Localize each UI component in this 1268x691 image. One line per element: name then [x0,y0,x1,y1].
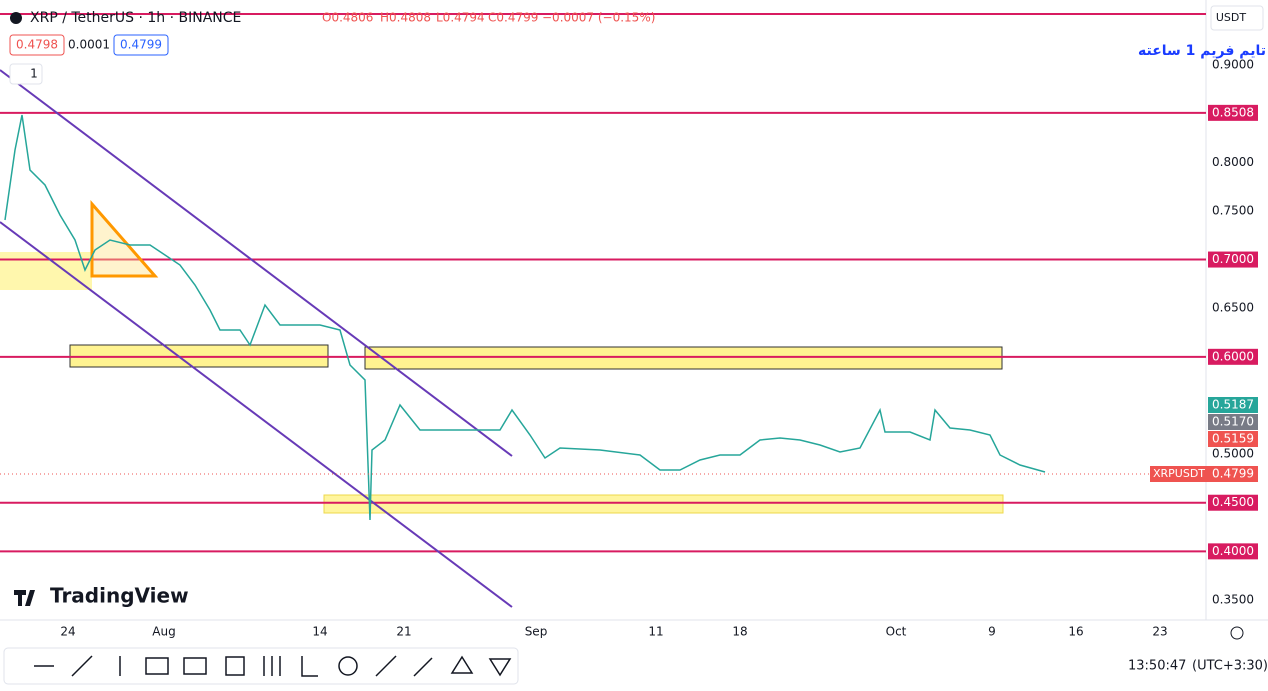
logo: TradingView [50,584,189,608]
ohlc-open: O0.4806 [322,11,373,25]
ohlc-change: −0.0007 (−0.15%) [542,11,655,25]
price-label: 0.7000 [1212,252,1254,266]
indicator-count[interactable]: 1 [30,67,38,81]
last-price-bg [1208,466,1258,482]
level-badge [1208,494,1258,511]
badge-text: 0.5187 [1212,398,1254,412]
time-label: Sep [525,625,548,639]
badge [1208,414,1258,430]
zone [323,494,1004,514]
price-label: 0.8000 [1212,155,1254,169]
last-price: 0.4799 [1212,467,1254,481]
level-badge [1208,543,1258,560]
price-label: 0.5000 [1212,447,1254,461]
drawing-toolbar [3,647,519,685]
time-label: 21 [396,625,411,639]
time-label: 9 [988,625,996,639]
ohlc-close: C0.4799 [488,11,538,25]
zone [364,346,1003,370]
badge-text: 0.5159 [1212,432,1254,446]
title: تحلیل ریپل | قسمت پنجم | 21 مهر 1402 | ت… [1138,43,1268,59]
time-label: Aug [152,625,175,639]
last-symbol-bg [1150,466,1208,482]
indicator-toggle[interactable] [9,63,43,85]
channel-line [0,221,513,608]
spread: 0.0001 [68,38,110,52]
currency[interactable]: USDT [1216,11,1247,24]
price-label: 0.6000 [1212,349,1254,363]
price-label: 0.4000 [1212,544,1254,558]
time-label: 18 [732,625,747,639]
tool-icons [34,655,512,677]
timezone: (UTC+3:30) [1192,659,1268,674]
zone [0,252,92,290]
price-label: 0.8508 [1212,105,1254,119]
time-label: 24 [60,625,75,639]
time-label: 16 [1068,625,1083,639]
ask[interactable]: 0.4799 [120,38,162,52]
price-label: 0.6500 [1212,301,1254,315]
time-label: Oct [886,625,907,639]
logo-icon [14,590,35,606]
triangle [90,200,159,278]
ohlc-high: H0.4808 [380,11,431,25]
price-label: 0.7500 [1212,203,1254,217]
level-badge [1208,348,1258,365]
time-label: 23 [1152,625,1167,639]
level-badge [1208,251,1258,268]
price-path [4,114,1046,521]
badge [1208,431,1258,447]
time-label: 14 [312,625,327,639]
badge [1208,397,1258,413]
price-label: 0.4500 [1212,495,1254,509]
channel-line [0,69,513,457]
zones [0,252,1004,514]
level-badge [1208,104,1258,121]
currency-button[interactable] [1210,5,1264,31]
bid-box[interactable] [9,34,65,56]
price-label: 0.9000 [1212,58,1254,72]
symbol: XRP / TetherUS · 1h · BINANCE [30,10,241,26]
settings[interactable] [1230,626,1244,640]
ohlc-low: L0.4794 [436,11,485,25]
price-label: 0.3500 [1212,593,1254,607]
last-symbol: XRPUSDT [1153,467,1205,480]
bid[interactable]: 0.4798 [16,38,58,52]
clock: 13:50:47 [1128,659,1186,674]
time-label: 11 [648,625,663,639]
badge-text: 0.5170 [1212,415,1254,429]
ask-box[interactable] [113,34,169,56]
symbol-icon [10,12,22,24]
